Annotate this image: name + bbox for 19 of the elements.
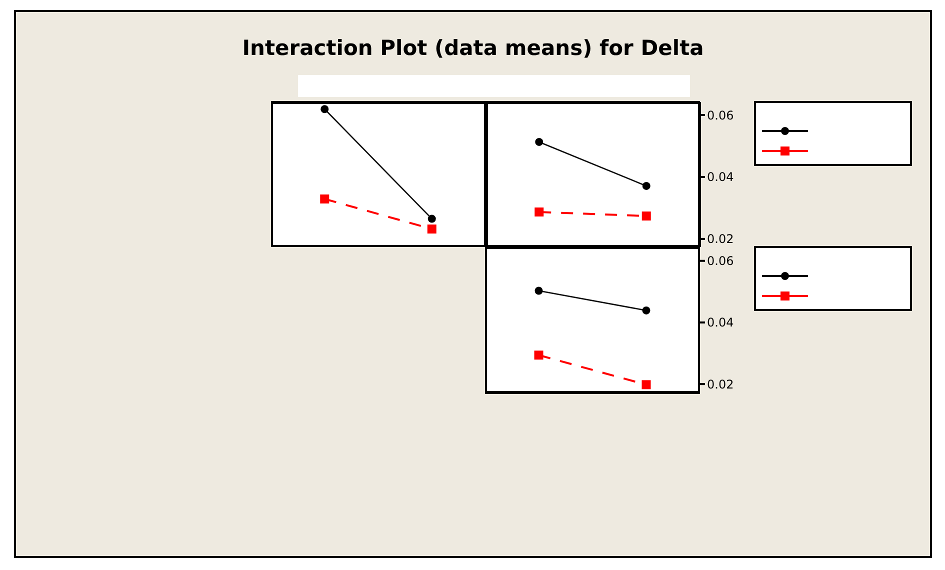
- point: [534, 286, 543, 295]
- point: [642, 380, 651, 390]
- point: [534, 207, 544, 216]
- y-tick-label: 0.02: [707, 232, 734, 246]
- chart-title: Interaction Plot (data means) for Delta: [241, 36, 705, 60]
- point: [534, 350, 544, 360]
- y-tick-label: 0.04: [707, 316, 734, 330]
- point: [320, 194, 330, 204]
- point: [535, 138, 544, 146]
- point: [642, 306, 650, 314]
- y-tick-label: 0.02: [707, 377, 734, 392]
- point: [428, 214, 436, 223]
- point: [642, 182, 650, 190]
- point: [642, 212, 651, 221]
- y-tick-label: 0.06: [707, 108, 734, 122]
- y-tick-label: 0.04: [707, 170, 734, 184]
- y-tick-label: 0.06: [707, 254, 734, 268]
- point: [320, 105, 329, 114]
- point: [427, 224, 436, 234]
